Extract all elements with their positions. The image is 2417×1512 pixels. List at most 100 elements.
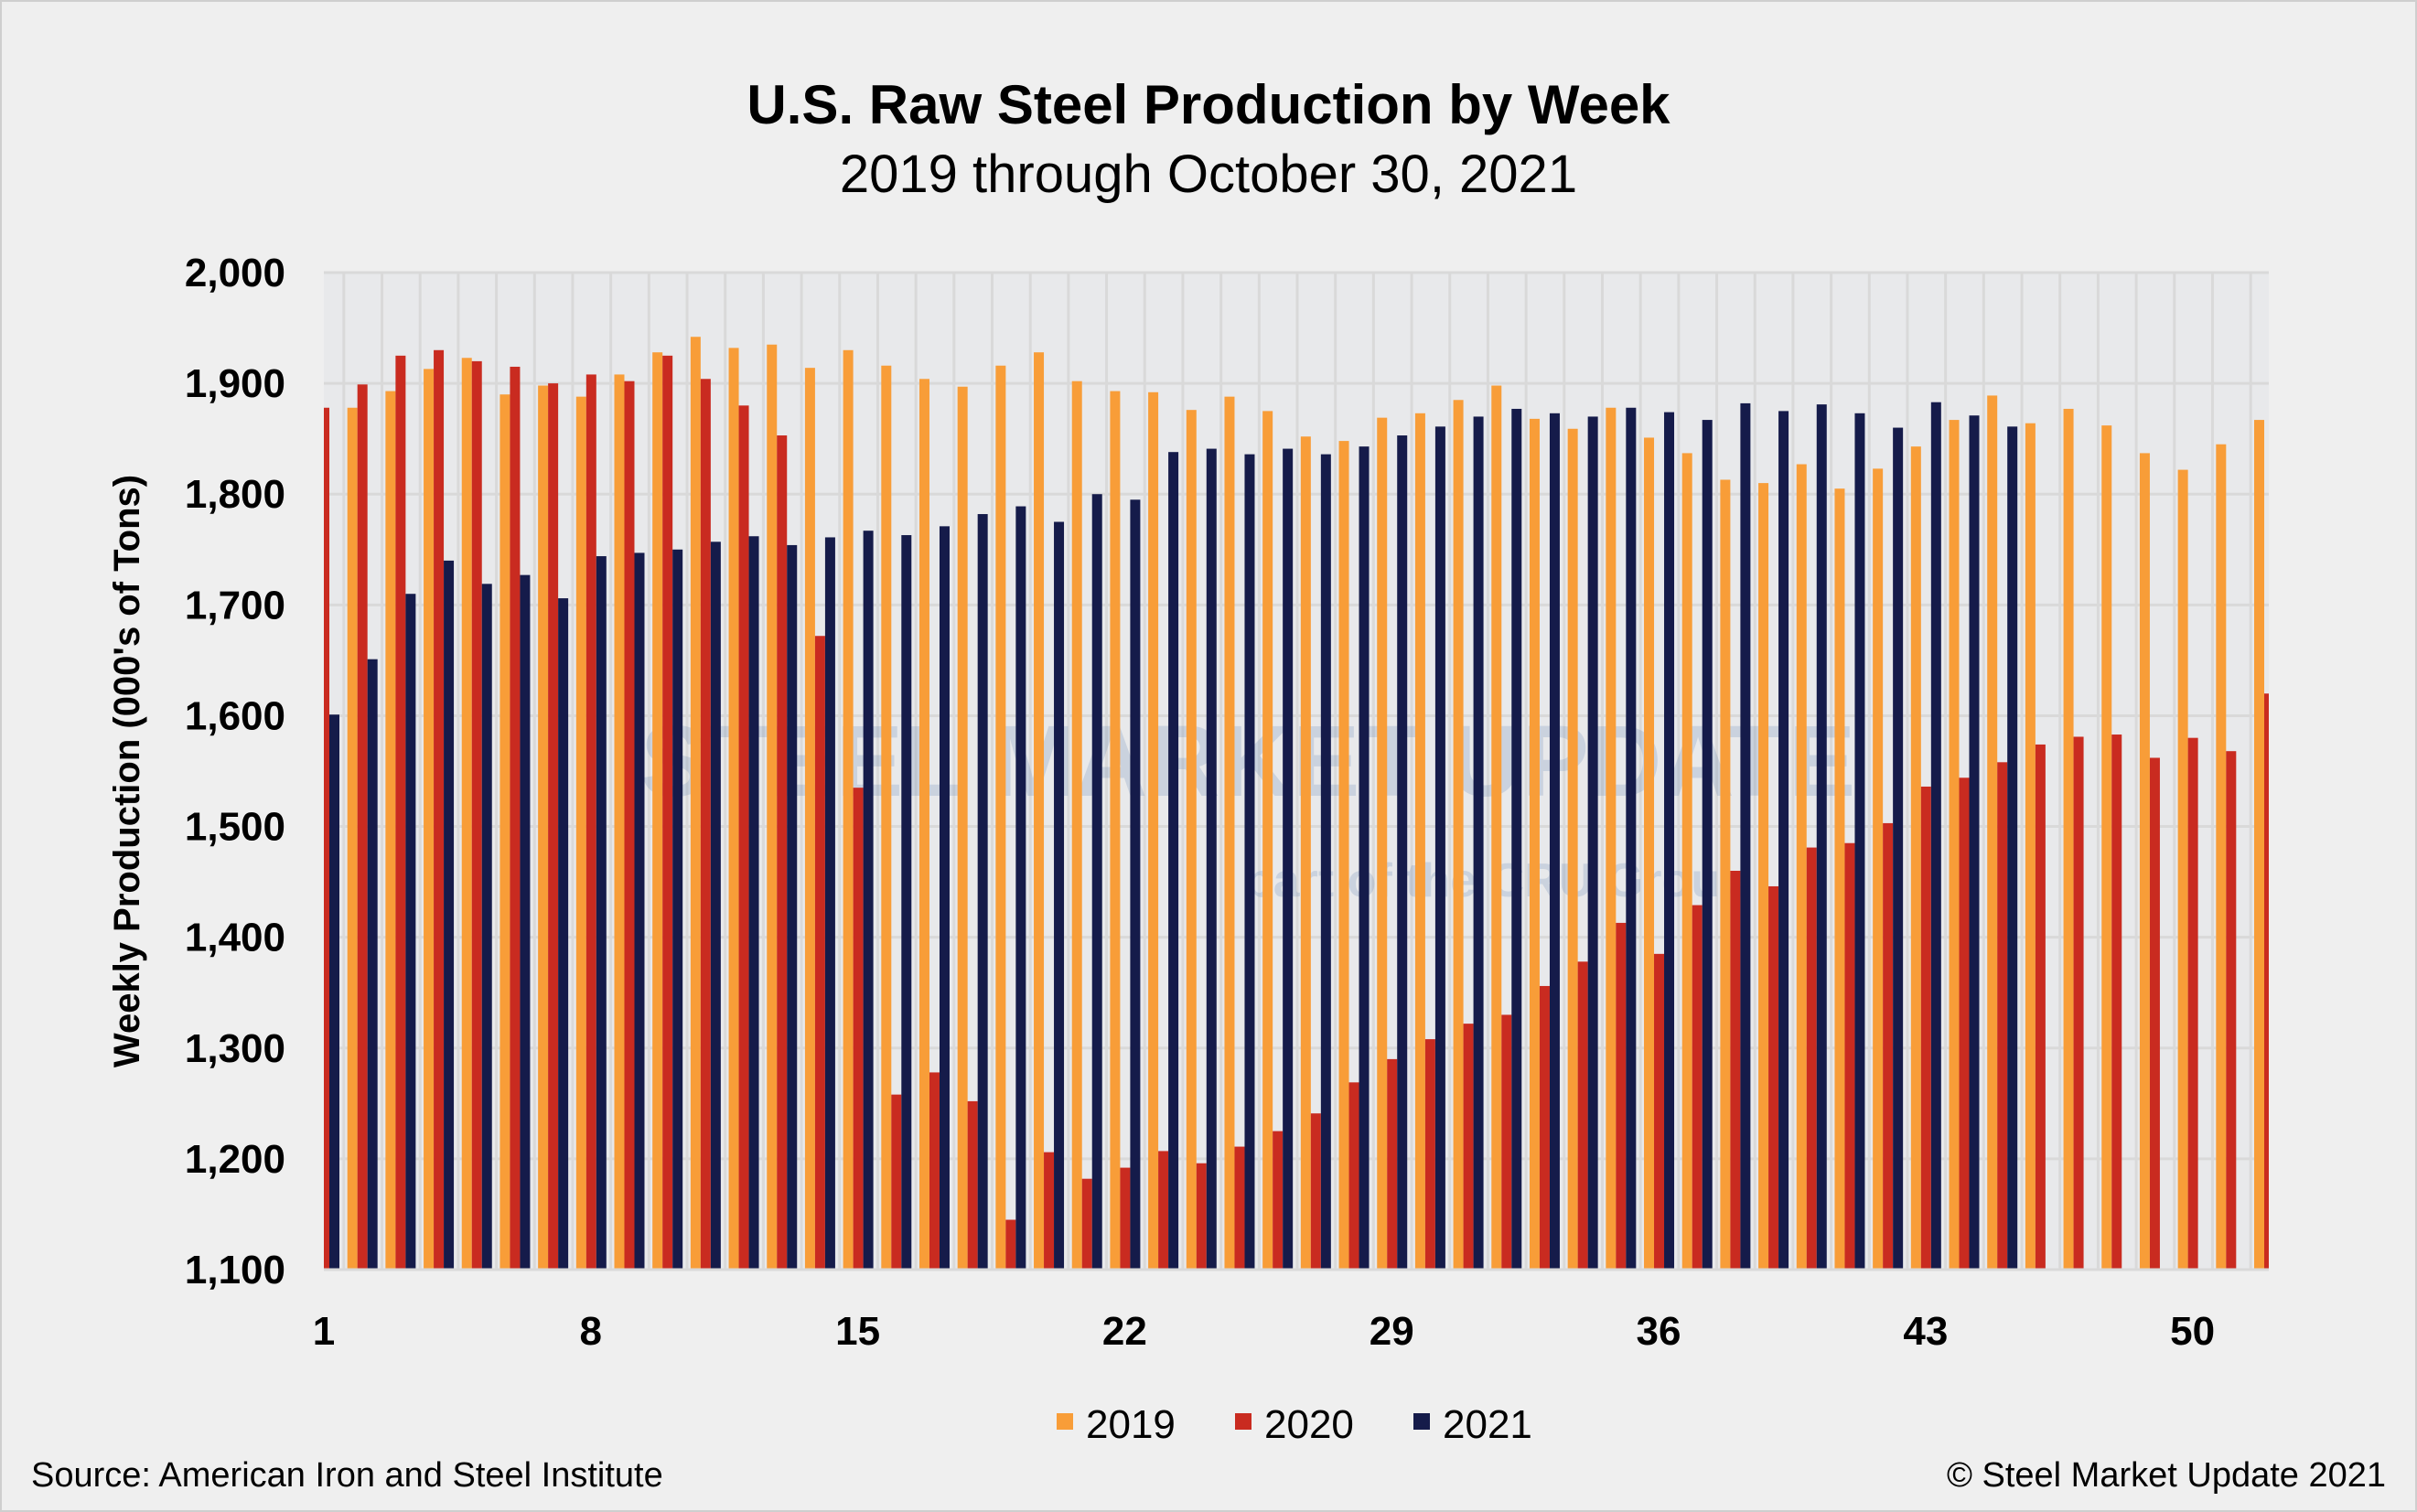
bar-2019-week-35 <box>1606 407 1617 1270</box>
bar-2020-week-10 <box>662 355 673 1270</box>
bar-2021-week-42 <box>1893 427 1904 1270</box>
bar-2019-week-22 <box>1110 391 1121 1270</box>
bar-2021-week-38 <box>1740 402 1751 1270</box>
y-tick-label: 1,900 <box>185 361 285 406</box>
bar-2019-week-42 <box>1873 468 1884 1270</box>
bar-2021-week-36 <box>1664 412 1675 1270</box>
bar-2020-week-36 <box>1654 953 1665 1270</box>
legend: 2019 2020 2021 <box>1057 1402 1532 1447</box>
bar-2020-week-20 <box>1044 1152 1055 1270</box>
bar-2020-week-14 <box>814 636 825 1270</box>
bar-2020-week-2 <box>357 384 368 1270</box>
y-tick-label: 1,300 <box>185 1026 285 1071</box>
bar-2019-week-20 <box>1034 352 1045 1270</box>
bar-2021-week-10 <box>672 549 683 1270</box>
bar-2019-week-23 <box>1148 391 1159 1270</box>
bar-2021-week-30 <box>1434 426 1445 1270</box>
bar-2019-week-34 <box>1567 428 1578 1270</box>
bar-2019-week-29 <box>1377 417 1388 1270</box>
bar-2019-week-27 <box>1300 436 1311 1270</box>
bar-2019-week-37 <box>1681 453 1692 1270</box>
x-tick-label: 15 <box>835 1309 880 1354</box>
y-tick-label: 1,700 <box>185 583 285 627</box>
bar-2021-week-7 <box>558 598 569 1270</box>
bar-2019-week-15 <box>843 349 854 1270</box>
bar-2019-week-13 <box>767 344 778 1270</box>
y-tick-label: 1,200 <box>185 1137 285 1182</box>
bar-2021-week-15 <box>863 531 874 1270</box>
bar-2021-week-19 <box>1015 506 1026 1270</box>
bar-2019-week-31 <box>1453 400 1464 1270</box>
bar-2021-week-12 <box>748 536 759 1270</box>
bar-2020-week-19 <box>1005 1219 1016 1270</box>
bar-2021-week-27 <box>1320 454 1331 1270</box>
x-tick-label: 29 <box>1370 1309 1414 1354</box>
bar-2019-week-44 <box>1949 420 1960 1270</box>
bar-2020-week-13 <box>777 435 788 1270</box>
bar-2019-week-11 <box>690 337 701 1270</box>
bar-2019-week-7 <box>538 385 549 1270</box>
bar-2021-week-5 <box>481 584 492 1270</box>
bar-2019-week-18 <box>957 386 968 1270</box>
bar-2020-week-23 <box>1158 1151 1169 1270</box>
bar-2020-week-24 <box>1196 1163 1207 1270</box>
bar-2020-week-42 <box>1883 822 1894 1270</box>
source-note: Source: American Iron and Steel Institut… <box>31 1456 663 1495</box>
bar-2021-week-31 <box>1473 416 1484 1270</box>
bar-2019-week-17 <box>918 379 929 1270</box>
bar-2021-week-33 <box>1549 413 1560 1270</box>
copyright-note: © Steel Market Update 2021 <box>1947 1456 2386 1495</box>
legend-swatch-2021 <box>1413 1413 1430 1430</box>
bar-2019-week-16 <box>881 365 892 1270</box>
bar-2019-week-46 <box>2025 423 2036 1270</box>
bar-2021-week-35 <box>1626 407 1637 1270</box>
y-axis-label: Weekly Production (000's of Tons) <box>107 475 147 1067</box>
x-tick-label: 1 <box>313 1309 335 1354</box>
bar-2020-week-26 <box>1273 1131 1284 1270</box>
bar-2021-week-6 <box>520 574 531 1270</box>
bar-2020-week-28 <box>1348 1082 1359 1270</box>
chart-title: U.S. Raw Steel Production by Week <box>747 74 1670 135</box>
bar-2020-week-16 <box>891 1094 902 1270</box>
bar-2021-week-17 <box>939 526 950 1270</box>
bar-2020-week-47 <box>2073 736 2084 1270</box>
bar-2019-week-32 <box>1491 385 1502 1270</box>
bar-2020-week-25 <box>1234 1146 1245 1270</box>
bar-2021-week-16 <box>901 535 912 1270</box>
bar-2021-week-4 <box>444 560 455 1270</box>
x-tick-label: 8 <box>580 1309 602 1354</box>
x-tick-label: 36 <box>1637 1309 1681 1354</box>
bar-2019-week-51 <box>2216 444 2227 1270</box>
bar-2020-week-46 <box>2035 744 2046 1270</box>
bar-2020-week-21 <box>1081 1178 1092 1270</box>
bar-2021-week-3 <box>405 594 416 1270</box>
legend-label-2021: 2021 <box>1443 1402 1532 1447</box>
bar-2021-week-29 <box>1397 435 1408 1270</box>
bar-2020-week-15 <box>853 788 864 1270</box>
bar-2021-week-41 <box>1854 413 1865 1270</box>
bar-2020-week-5 <box>471 360 482 1270</box>
bar-2020-week-8 <box>585 374 596 1270</box>
bar-2020-week-40 <box>1806 847 1817 1270</box>
bar-2020-week-3 <box>395 355 406 1270</box>
bar-2021-week-14 <box>824 537 835 1270</box>
bar-2019-week-38 <box>1720 479 1731 1270</box>
bar-2020-week-52 <box>2264 693 2269 1270</box>
legend-swatch-2020 <box>1235 1413 1251 1430</box>
bar-2020-week-35 <box>1616 922 1627 1270</box>
y-tick-label: 1,600 <box>185 693 285 738</box>
bar-2019-week-30 <box>1414 413 1425 1270</box>
bar-2020-week-17 <box>929 1072 940 1270</box>
bar-2019-week-25 <box>1224 396 1235 1270</box>
bar-2019-week-26 <box>1262 411 1273 1270</box>
y-tick-label: 1,100 <box>185 1248 285 1292</box>
bar-2020-week-50 <box>2187 737 2198 1270</box>
legend-label-2020: 2020 <box>1264 1402 1354 1447</box>
bar-2019-week-12 <box>728 348 739 1270</box>
bar-2019-week-40 <box>1796 464 1807 1270</box>
bar-2020-week-48 <box>2111 735 2122 1270</box>
bar-2019-week-4 <box>424 369 435 1270</box>
bar-2019-week-49 <box>2139 453 2150 1270</box>
bar-2020-week-45 <box>1997 762 2008 1270</box>
